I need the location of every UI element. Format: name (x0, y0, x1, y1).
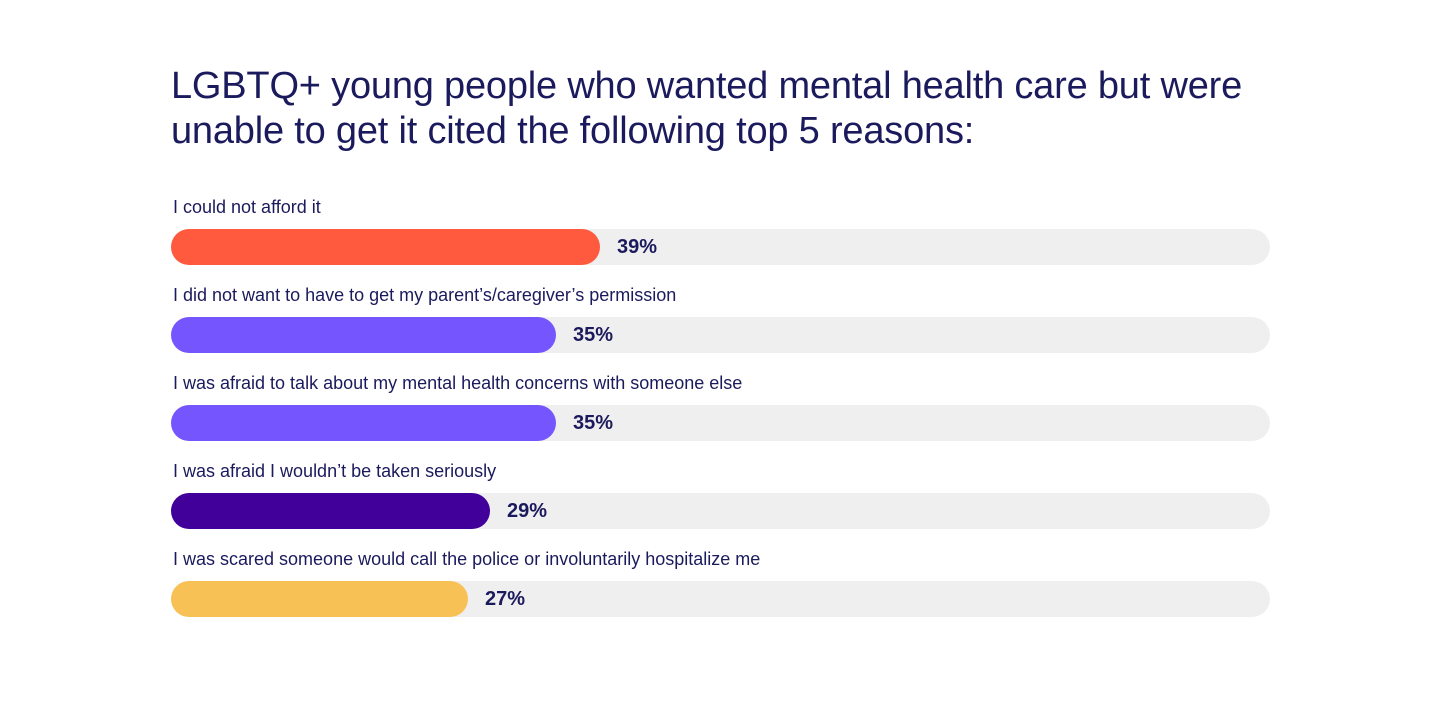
bar-category-label: I was scared someone would call the poli… (173, 549, 761, 569)
bar-track: 35% (171, 405, 1270, 441)
bar-row: I did not want to have to get my parent’… (171, 280, 1270, 368)
bar-category-label: I was afraid I wouldn’t be taken serious… (173, 461, 497, 481)
bar-track: 35% (171, 317, 1270, 353)
bar-track: 29% (171, 493, 1270, 529)
bar-value-label: 29% (507, 500, 548, 522)
bar-track: 39% (171, 229, 1270, 265)
bar (171, 317, 556, 353)
bar (171, 493, 490, 529)
bar (171, 581, 468, 617)
bar-value-label: 35% (573, 412, 614, 434)
bar-category-label: I did not want to have to get my parent’… (173, 285, 677, 305)
bar-track: 27% (171, 581, 1270, 617)
bar-row: I was scared someone would call the poli… (171, 544, 1270, 632)
bar-row: I was afraid I wouldn’t be taken serious… (171, 456, 1270, 544)
bar-list: I could not afford it 39% I did not want t… (171, 192, 1270, 632)
bar-value-label: 27% (485, 588, 526, 610)
bar-row: I was afraid to talk about my mental hea… (171, 368, 1270, 456)
bar-value-label: 35% (573, 324, 614, 346)
bar (171, 229, 600, 265)
bar (171, 405, 556, 441)
bar-category-label: I could not afford it (173, 197, 321, 217)
chart-title: LGBTQ+ young people who wanted mental he… (171, 65, 1243, 152)
bar-value-label: 39% (617, 236, 658, 258)
bar-row: I could not afford it 39% (171, 192, 1270, 280)
bar-category-label: I was afraid to talk about my mental hea… (173, 373, 743, 393)
